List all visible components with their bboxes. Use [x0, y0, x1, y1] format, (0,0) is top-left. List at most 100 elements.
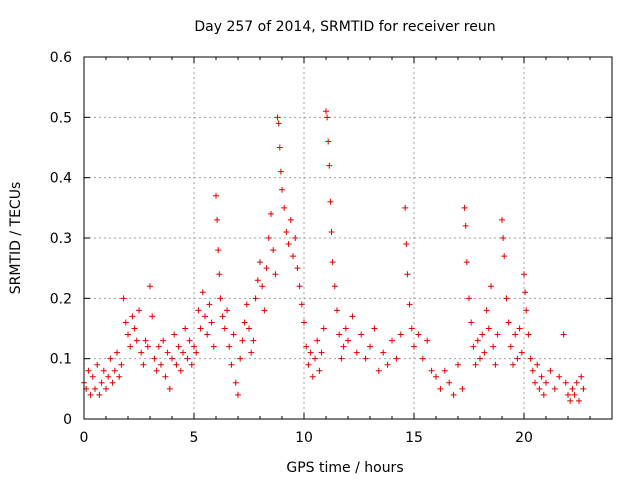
data-point [433, 373, 439, 380]
data-point [114, 349, 120, 356]
data-point [252, 295, 259, 302]
data-point [193, 349, 200, 356]
data-point [342, 325, 349, 332]
data-point [534, 361, 541, 368]
data-point [127, 343, 134, 350]
data-point [536, 385, 543, 392]
data-point [521, 271, 527, 278]
data-point [109, 379, 116, 386]
data-point [523, 307, 530, 314]
data-point [281, 204, 288, 211]
y-tick-label: 0.3 [50, 231, 72, 247]
data-point [171, 331, 178, 338]
data-point [500, 235, 507, 241]
data-point [309, 373, 316, 380]
data-point [380, 349, 387, 356]
data-point [336, 331, 343, 338]
x-tick-label: 10 [295, 430, 313, 446]
chart-title: Day 257 of 2014, SRMTID for receiver reu… [194, 19, 495, 35]
data-point [296, 283, 303, 290]
data-point [349, 313, 356, 320]
data-point [492, 361, 499, 368]
data-point [191, 343, 197, 350]
data-point [325, 138, 332, 145]
data-point [571, 391, 578, 398]
data-point [89, 373, 96, 380]
data-point [565, 391, 571, 398]
data-point [307, 349, 314, 356]
data-point [248, 349, 255, 356]
data-point [85, 367, 92, 374]
data-point [527, 355, 534, 362]
data-point [254, 277, 261, 284]
data-point [510, 361, 516, 368]
data-point [503, 295, 510, 302]
data-point [138, 349, 145, 356]
data-point [155, 343, 162, 350]
data-point [540, 391, 547, 398]
data-point [243, 301, 250, 308]
data-point [532, 379, 538, 386]
data-point [263, 265, 270, 272]
data-point [98, 379, 105, 386]
data-point [149, 313, 156, 320]
y-tick-label: 0 [63, 412, 72, 428]
data-point [474, 337, 481, 344]
data-point [314, 337, 321, 344]
data-point [235, 391, 241, 398]
data-point [384, 361, 391, 368]
data-point [490, 343, 497, 350]
data-point [230, 331, 237, 338]
data-point [94, 361, 101, 368]
data-point [512, 331, 519, 338]
y-axis-label: SRMTID / TECUs [8, 182, 24, 295]
data-point [323, 108, 329, 115]
data-point [213, 192, 219, 199]
data-point [316, 367, 323, 374]
data-point [446, 379, 453, 386]
data-point [326, 162, 333, 169]
data-point [279, 186, 285, 193]
data-point [182, 325, 189, 332]
data-point [353, 349, 360, 356]
data-point [215, 247, 222, 254]
data-point [507, 343, 514, 350]
y-tick-label: 0.2 [50, 291, 72, 307]
data-point [287, 216, 294, 223]
data-point [411, 343, 417, 350]
data-point [169, 355, 175, 362]
y-tick-label: 0.6 [50, 50, 72, 66]
data-point [415, 331, 422, 338]
data-point [241, 319, 248, 326]
data-point [305, 361, 312, 368]
data-point [151, 355, 158, 362]
data-point [403, 241, 410, 248]
data-point [334, 307, 340, 314]
data-point [221, 325, 228, 332]
data-point [301, 319, 307, 326]
data-point [292, 235, 299, 241]
data-point [371, 325, 378, 332]
data-point [100, 367, 107, 374]
data-point [441, 367, 448, 374]
data-point [505, 319, 512, 326]
data-point [277, 168, 284, 175]
data-point [461, 204, 468, 211]
data-point [522, 289, 529, 296]
data-point [210, 343, 217, 350]
data-point [362, 355, 369, 362]
data-point [450, 391, 457, 398]
data-point [118, 361, 125, 368]
data-point [226, 343, 233, 350]
data-point [419, 355, 426, 362]
data-point [257, 259, 263, 266]
data-point [404, 271, 411, 278]
data-point [111, 367, 118, 374]
x-tick-label: 0 [80, 430, 89, 446]
data-point [136, 307, 142, 314]
data-point [516, 325, 523, 332]
data-point [324, 114, 331, 121]
data-point [133, 337, 140, 344]
data-point [173, 361, 180, 368]
